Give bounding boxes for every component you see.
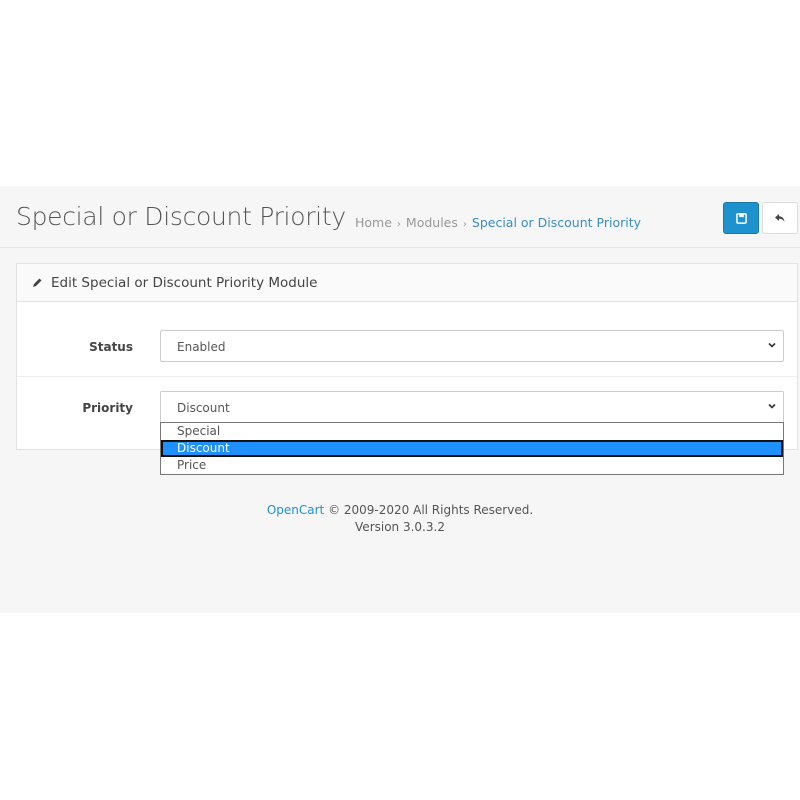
panel-heading: Edit Special or Discount Priority Module [17,264,797,302]
page-title: Special or Discount Priority [16,202,346,231]
option-special[interactable]: Special [177,424,221,438]
breadcrumb-separator: › [396,219,401,230]
breadcrumb-home[interactable]: Home [355,215,392,230]
status-value: Enabled [177,340,226,354]
option-price[interactable]: Price [177,458,207,472]
priority-label: Priority [82,401,133,415]
copyright-text: © 2009-2020 All Rights Reserved. [324,503,534,517]
status-row: Status Enabled [17,303,797,377]
chevron-down-icon [768,342,776,348]
breadcrumb-separator: › [462,219,467,230]
status-select[interactable]: Enabled [160,330,784,362]
opencart-link[interactable]: OpenCart [266,503,325,517]
breadcrumb-modules[interactable]: Modules [405,215,458,230]
status-label: Status [89,340,133,354]
back-button[interactable] [762,202,798,234]
option-discount[interactable]: Discount [161,440,783,457]
chevron-down-icon [768,403,776,409]
app: Special or Discount Priority Home › Module… [0,186,800,613]
reply-icon [775,214,785,222]
priority-value: Discount [177,401,230,415]
breadcrumb-current[interactable]: Special or Discount Priority [471,215,642,230]
footer: OpenCart © 2009-2020 All Rights Reserved… [0,502,800,536]
save-button[interactable] [723,202,759,234]
breadcrumb: Home › Modules › Special or Discount Priorit… [355,215,641,230]
floppy-disk-icon [735,212,747,224]
priority-dropdown-list: Special Discount Price [160,422,784,475]
panel-title: Edit Special or Discount Priority Module [51,274,318,291]
version-text: Version 3.0.3.2 [355,520,445,534]
page-header: Special or Discount Priority Home › Module… [0,186,800,248]
priority-select[interactable]: Discount [160,391,784,423]
pencil-icon [33,278,42,287]
